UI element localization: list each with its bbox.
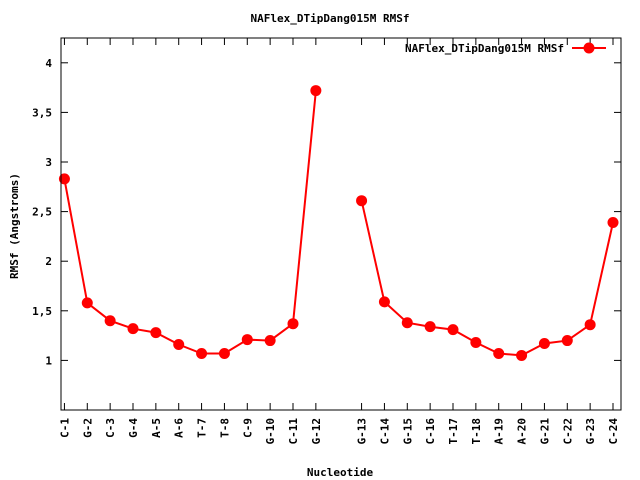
data-point [470, 337, 482, 349]
data-point [196, 347, 208, 359]
data-point [561, 335, 573, 347]
x-tick-label: G-13 [356, 418, 369, 445]
x-tick-label: C-11 [287, 418, 300, 445]
x-tick-label: G-12 [310, 418, 323, 445]
data-point [241, 334, 253, 346]
x-tick-label: G-23 [584, 418, 597, 445]
x-tick-label: A-6 [173, 418, 186, 438]
x-tick-label: A-5 [150, 418, 163, 438]
series-line [360, 200, 614, 357]
y-tick-label: 1 [45, 354, 52, 367]
data-point [173, 339, 185, 351]
x-tick-label: G-4 [127, 418, 140, 438]
y-tick-label: 4 [45, 57, 52, 70]
y-axis-label: RMSf (Angstroms) [8, 173, 21, 279]
x-axis-label: Nucleotide [307, 466, 374, 479]
data-point [516, 349, 528, 361]
x-tick-label: C-3 [104, 418, 117, 438]
chart-title: NAFlex_DTipDang015M RMSf [251, 12, 410, 25]
plot-frame [60, 37, 622, 411]
data-point [378, 296, 390, 308]
x-tick-label: G-2 [81, 418, 94, 438]
x-tick-label: T-7 [196, 418, 209, 438]
y-tick-label: 3,5 [32, 106, 52, 119]
data-point [264, 335, 276, 347]
data-point [356, 195, 368, 207]
x-tick-label: C-24 [607, 418, 620, 445]
data-point [607, 217, 619, 229]
data-point [218, 347, 230, 359]
legend-marker [583, 42, 595, 54]
legend: NAFlex_DTipDang015M RMSf [405, 42, 606, 55]
data-point [310, 85, 322, 97]
x-tick-label: A-19 [493, 418, 506, 445]
data-point [424, 321, 436, 333]
x-tick-label: T-8 [218, 418, 231, 438]
data-point [81, 297, 93, 309]
y-tick-label: 1,5 [32, 305, 52, 318]
x-tick-label: T-17 [447, 418, 460, 445]
y-tick-label: 2 [45, 255, 52, 268]
data-point [150, 327, 162, 339]
x-tick-label: G-21 [538, 418, 551, 445]
data-point [287, 318, 299, 330]
series-layer [58, 85, 619, 361]
data-point [401, 317, 413, 329]
x-tick-label: G-10 [264, 418, 277, 445]
series-line [63, 90, 317, 355]
y-tick-label: 3 [45, 156, 52, 169]
data-point [58, 173, 70, 185]
y-tick-label: 2,5 [32, 206, 52, 219]
x-tick-label: C-16 [424, 418, 437, 445]
x-axis-ticks: C-1 G-2 C-3 G-4 A-5 A-6 T-7 T-8 C-9 G-10 C-11 G-12 G… [58, 38, 620, 445]
x-tick-label: C-9 [241, 418, 254, 438]
x-tick-label: C-22 [561, 418, 574, 445]
legend-label: NAFlex_DTipDang015M RMSf [405, 42, 564, 55]
data-point [104, 315, 116, 327]
data-point [127, 323, 139, 335]
x-tick-label: C-14 [378, 418, 391, 445]
x-tick-label: T-18 [470, 418, 483, 445]
data-point [493, 347, 505, 359]
y-axis-ticks: 1 1,5 2 2,5 3 3,5 4 [32, 57, 621, 367]
data-point [447, 324, 459, 336]
data-point [584, 319, 596, 331]
data-point [538, 338, 550, 350]
x-tick-label: G-15 [401, 418, 414, 445]
x-tick-label: C-1 [58, 418, 71, 438]
x-tick-label: A-20 [516, 418, 529, 445]
